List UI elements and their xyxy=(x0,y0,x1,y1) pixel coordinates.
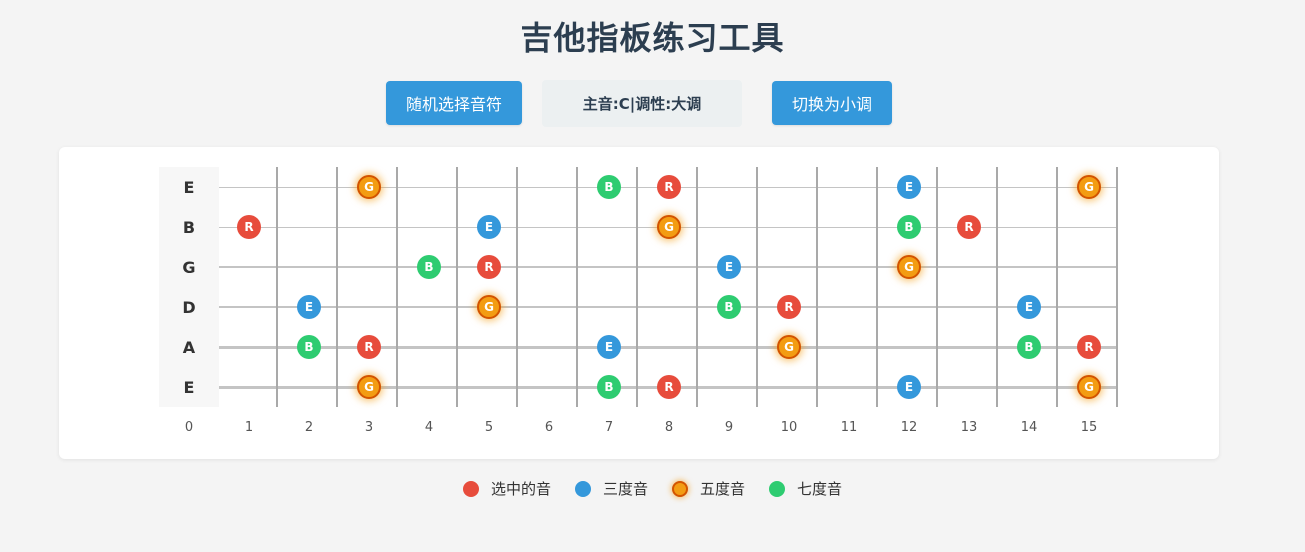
note-marker-fifth[interactable]: G xyxy=(1077,375,1101,399)
fret-line xyxy=(456,167,458,407)
legend-item-seventh: 七度音 xyxy=(769,478,842,499)
string-name-label: G xyxy=(159,247,219,287)
note-marker-seventh[interactable]: B xyxy=(597,375,621,399)
fret-number: 4 xyxy=(409,420,449,435)
fret-number: 14 xyxy=(1009,420,1049,435)
root-swatch-icon xyxy=(463,481,479,497)
note-marker-root[interactable]: R xyxy=(477,255,501,279)
seventh-swatch-icon xyxy=(769,481,785,497)
note-marker-root[interactable]: R xyxy=(657,175,681,199)
third-swatch-icon xyxy=(575,481,591,497)
fret-line xyxy=(936,167,938,407)
fret-number: 15 xyxy=(1069,420,1109,435)
fret-number: 3 xyxy=(349,420,389,435)
note-marker-root[interactable]: R xyxy=(957,215,981,239)
legend-item-root: 选中的音 xyxy=(463,478,551,499)
fifth-swatch-icon xyxy=(672,481,688,497)
note-marker-root[interactable]: R xyxy=(657,375,681,399)
note-marker-seventh[interactable]: B xyxy=(597,175,621,199)
note-marker-root[interactable]: R xyxy=(777,295,801,319)
key-info-display: 主音: C | 调性: 大调 xyxy=(542,80,742,127)
fret-number: 13 xyxy=(949,420,989,435)
note-marker-fifth[interactable]: G xyxy=(897,255,921,279)
note-marker-fifth[interactable]: G xyxy=(357,375,381,399)
note-marker-root[interactable]: R xyxy=(237,215,261,239)
fret-line xyxy=(396,167,398,407)
note-marker-fifth[interactable]: G xyxy=(1077,175,1101,199)
string-line xyxy=(219,306,1118,308)
fret-number: 0 xyxy=(169,420,209,435)
fret-line xyxy=(816,167,818,407)
fret-number: 8 xyxy=(649,420,689,435)
note-marker-third[interactable]: E xyxy=(477,215,501,239)
note-marker-fifth[interactable]: G xyxy=(477,295,501,319)
legend-third-label: 三度音 xyxy=(603,478,648,499)
fret-number: 12 xyxy=(889,420,929,435)
string-line xyxy=(219,266,1118,268)
fret-number: 11 xyxy=(829,420,869,435)
legend-item-fifth: 五度音 xyxy=(672,478,745,499)
fret-number: 10 xyxy=(769,420,809,435)
note-marker-seventh[interactable]: B xyxy=(417,255,441,279)
note-marker-root[interactable]: R xyxy=(357,335,381,359)
string-name-label: A xyxy=(159,327,219,367)
fret-number: 2 xyxy=(289,420,329,435)
note-marker-third[interactable]: E xyxy=(297,295,321,319)
note-marker-seventh[interactable]: B xyxy=(1017,335,1041,359)
string-line xyxy=(219,346,1118,349)
root-value: C xyxy=(619,95,630,113)
string-name-label: D xyxy=(159,287,219,327)
fret-line xyxy=(876,167,878,407)
fret-number: 9 xyxy=(709,420,749,435)
note-marker-third[interactable]: E xyxy=(597,335,621,359)
string-name-label: E xyxy=(159,167,219,207)
note-marker-fifth[interactable]: G xyxy=(357,175,381,199)
note-marker-fifth[interactable]: G xyxy=(777,335,801,359)
fretboard-card xyxy=(59,147,1219,459)
fret-line xyxy=(756,167,758,407)
note-marker-seventh[interactable]: B xyxy=(297,335,321,359)
legend: 选中的音 三度音 五度音 七度音 xyxy=(0,478,1305,499)
note-marker-seventh[interactable]: B xyxy=(717,295,741,319)
string-name-label: B xyxy=(159,207,219,247)
fret-line xyxy=(576,167,578,407)
note-marker-fifth[interactable]: G xyxy=(657,215,681,239)
note-marker-third[interactable]: E xyxy=(1017,295,1041,319)
random-note-button[interactable]: 随机选择音符 xyxy=(386,81,522,125)
key-value: 大调 xyxy=(671,93,701,114)
note-marker-third[interactable]: E xyxy=(897,375,921,399)
fret-line xyxy=(996,167,998,407)
legend-seventh-label: 七度音 xyxy=(797,478,842,499)
note-marker-third[interactable]: E xyxy=(717,255,741,279)
note-marker-root[interactable]: R xyxy=(1077,335,1101,359)
string-name-label: E xyxy=(159,367,219,407)
fret-number: 7 xyxy=(589,420,629,435)
fret-line xyxy=(636,167,638,407)
legend-root-label: 选中的音 xyxy=(491,478,551,499)
note-marker-third[interactable]: E xyxy=(897,175,921,199)
legend-fifth-label: 五度音 xyxy=(700,478,745,499)
page-title: 吉他指板练习工具 xyxy=(0,13,1305,59)
fret-line xyxy=(696,167,698,407)
key-label: 调性: xyxy=(635,93,671,114)
fret-line xyxy=(516,167,518,407)
fret-number: 1 xyxy=(229,420,269,435)
fret-number: 6 xyxy=(529,420,569,435)
fret-line xyxy=(1056,167,1058,407)
legend-item-third: 三度音 xyxy=(575,478,648,499)
toggle-minor-button[interactable]: 切换为小调 xyxy=(772,81,892,125)
note-marker-seventh[interactable]: B xyxy=(897,215,921,239)
root-label: 主音: xyxy=(583,93,619,114)
fret-line xyxy=(1116,167,1118,407)
fret-number: 5 xyxy=(469,420,509,435)
fret-line xyxy=(336,167,338,407)
fret-line xyxy=(276,167,278,407)
